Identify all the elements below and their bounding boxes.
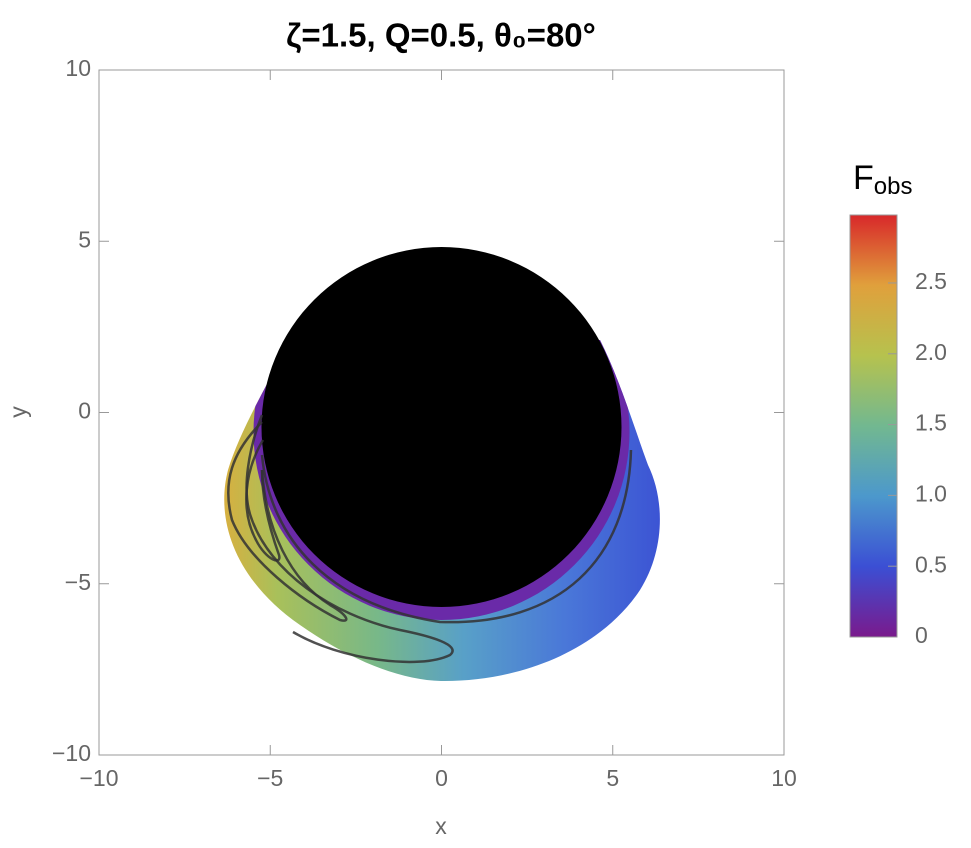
x-tick-label: 5	[606, 765, 619, 791]
y-tick-label: 5	[78, 226, 91, 252]
colorbar-label: Fobs	[853, 159, 912, 200]
contour	[260, 449, 633, 624]
contours	[227, 414, 633, 664]
y-tick-label: 10	[65, 55, 91, 81]
colorbar-label-sub: obs	[874, 173, 913, 200]
colorbar-label-main: F	[853, 159, 874, 197]
colorbar-tick-label: 0	[915, 622, 928, 648]
colorbar-tick-label: 2.5	[915, 268, 947, 294]
colorbar-tick-label: 0.5	[915, 551, 947, 577]
contour	[227, 421, 348, 622]
y-tick-label: −10	[52, 740, 91, 766]
x-tick-label: −5	[257, 765, 283, 791]
y-axis-label: y	[5, 406, 31, 418]
contour	[245, 439, 281, 562]
y-tick-label: −5	[65, 569, 91, 595]
black-hole-image	[224, 247, 660, 682]
colorbar	[849, 214, 898, 638]
chart-title: ζ=1.5, Q=0.5, θ₀=80°	[286, 17, 596, 54]
x-tick-label: −10	[79, 765, 118, 791]
y-tick-label: 0	[78, 398, 91, 424]
colorbar-tick-label: 1.0	[915, 480, 947, 506]
x-axis-label: x	[435, 813, 447, 839]
shadow	[261, 247, 622, 607]
colorbar-tick-label: 1.5	[915, 410, 947, 436]
x-tick-label: 0	[435, 765, 448, 791]
x-tick-label: 10	[771, 765, 797, 791]
colorbar-tick-label: 2.0	[915, 339, 947, 365]
